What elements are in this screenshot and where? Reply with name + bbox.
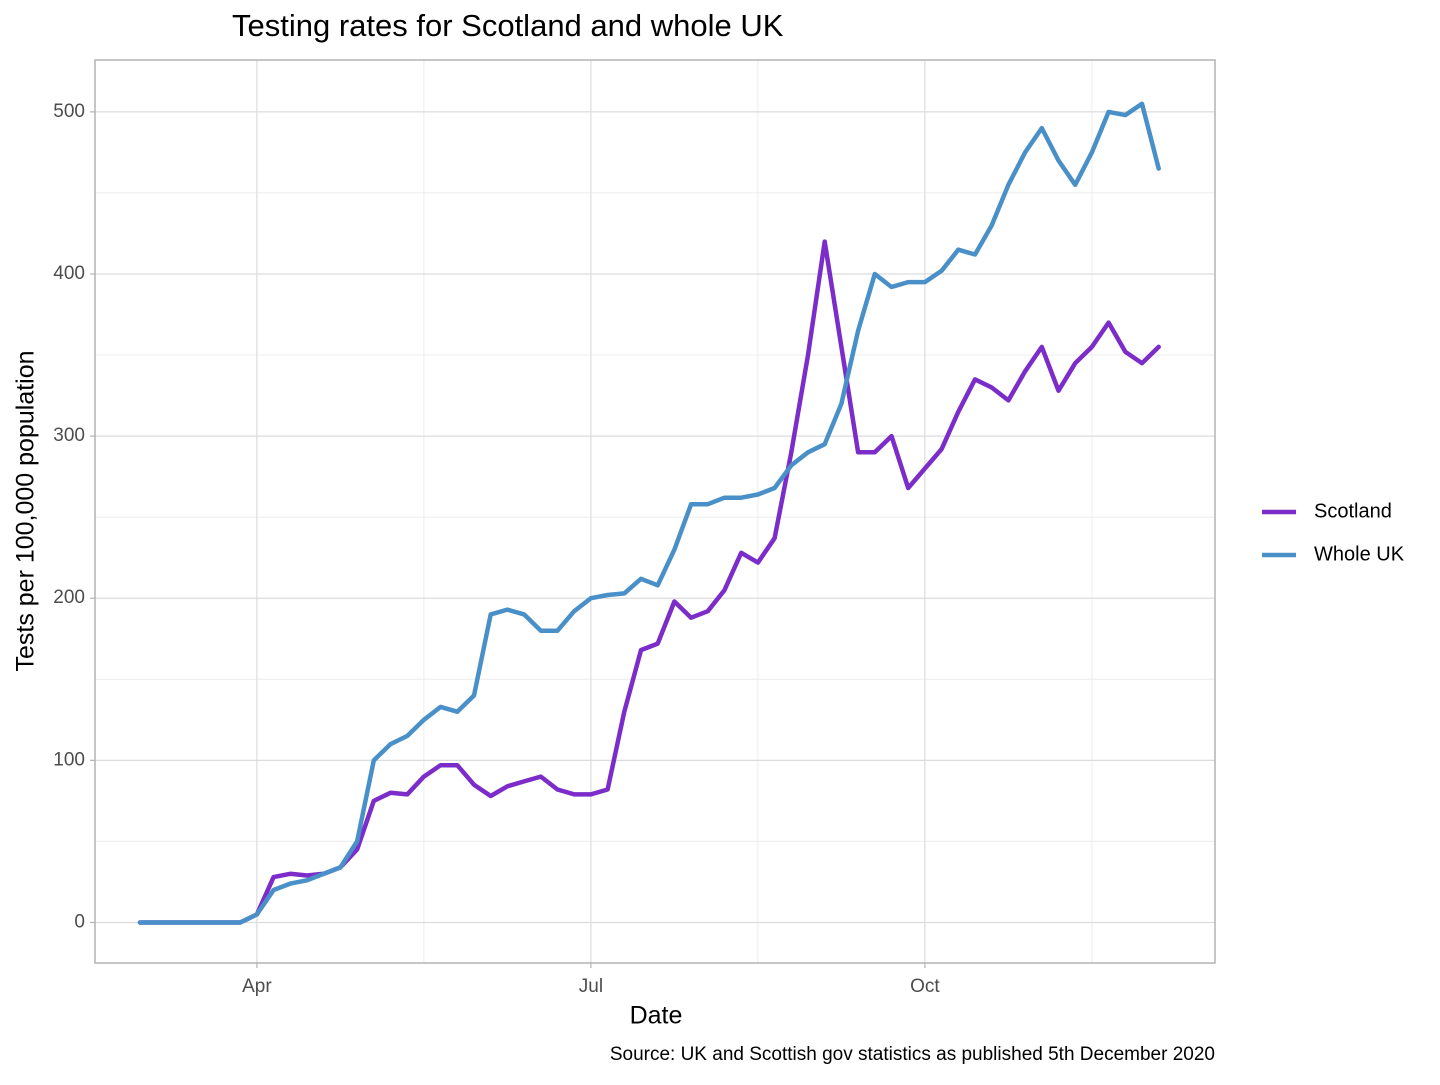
legend-label: Whole UK	[1314, 543, 1405, 565]
caption: Source: UK and Scottish gov statistics a…	[610, 1044, 1215, 1065]
x-tick-label: Jul	[579, 976, 603, 997]
x-tick-label: Oct	[910, 976, 940, 997]
y-tick-label: 300	[53, 425, 85, 446]
y-tick-label: 100	[53, 749, 85, 770]
plot-border	[94, 59, 1216, 964]
y-tick-label: 0	[74, 911, 85, 932]
x-tick-label: Apr	[242, 976, 272, 997]
y-tick-label: 500	[53, 101, 85, 122]
y-tick-label: 200	[53, 587, 85, 608]
y-axis-label: Tests per 100,000 population	[12, 350, 40, 671]
x-axis-label: Date	[630, 1002, 683, 1030]
line-series	[137, 101, 1161, 925]
chart-title: Testing rates for Scotland and whole UK	[232, 8, 784, 43]
line-series	[137, 239, 1161, 925]
legend-label: Scotland	[1314, 500, 1392, 522]
y-tick-label: 400	[53, 263, 85, 284]
